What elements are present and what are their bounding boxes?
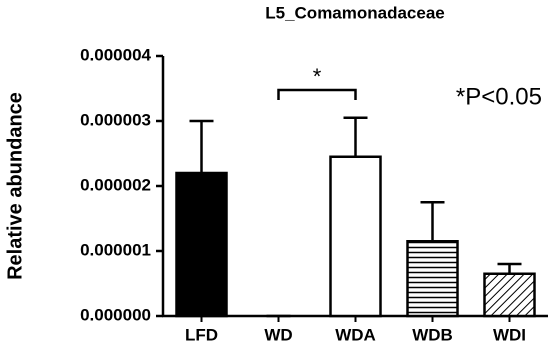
- chart-title: L5_Comamonadaceae: [265, 3, 445, 22]
- y-tick-label: 0.000004: [80, 45, 151, 64]
- x-tick-label: WDB: [412, 325, 453, 344]
- bar: [483, 272, 536, 318]
- x-tick-label: LFD: [185, 325, 218, 344]
- significance-label: *: [313, 64, 322, 89]
- x-tick-label: WDA: [335, 325, 376, 344]
- y-tick-label: 0.000001: [80, 240, 151, 259]
- significance-bracket: [277, 88, 357, 100]
- y-tick-label: 0.000000: [80, 305, 151, 324]
- y-tick-label: 0.000003: [80, 110, 151, 129]
- annotation: *P<0.05: [456, 83, 542, 110]
- y-tick-label: 0.000002: [80, 175, 151, 194]
- bar: [175, 171, 228, 318]
- x-tick-label: WDI: [493, 325, 526, 344]
- bar: [406, 240, 459, 318]
- x-tick-label: WD: [264, 325, 292, 344]
- bar: [329, 155, 382, 318]
- y-axis-label: Relative abundance: [4, 92, 26, 280]
